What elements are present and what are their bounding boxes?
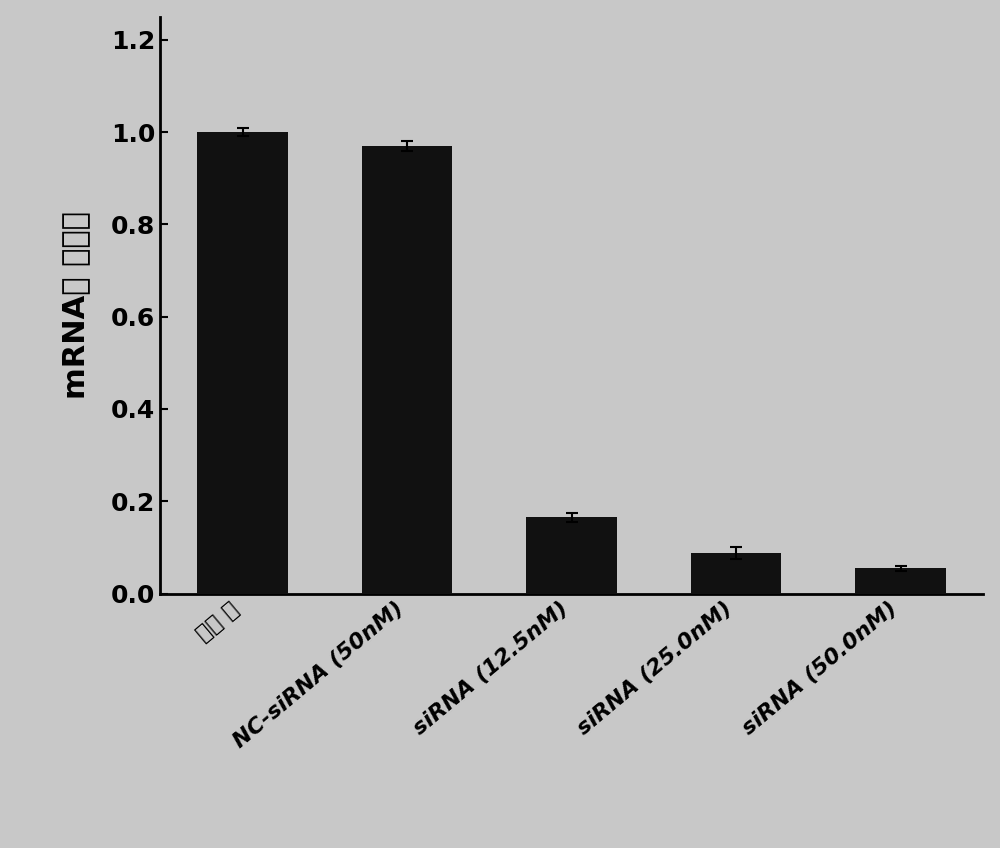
Bar <box>691 553 781 594</box>
Bar <box>526 517 617 594</box>
Y-axis label: mRNA表 达水平: mRNA表 达水平 <box>61 211 90 399</box>
Bar <box>362 146 452 594</box>
Bar <box>197 132 288 594</box>
Bar <box>855 568 946 594</box>
